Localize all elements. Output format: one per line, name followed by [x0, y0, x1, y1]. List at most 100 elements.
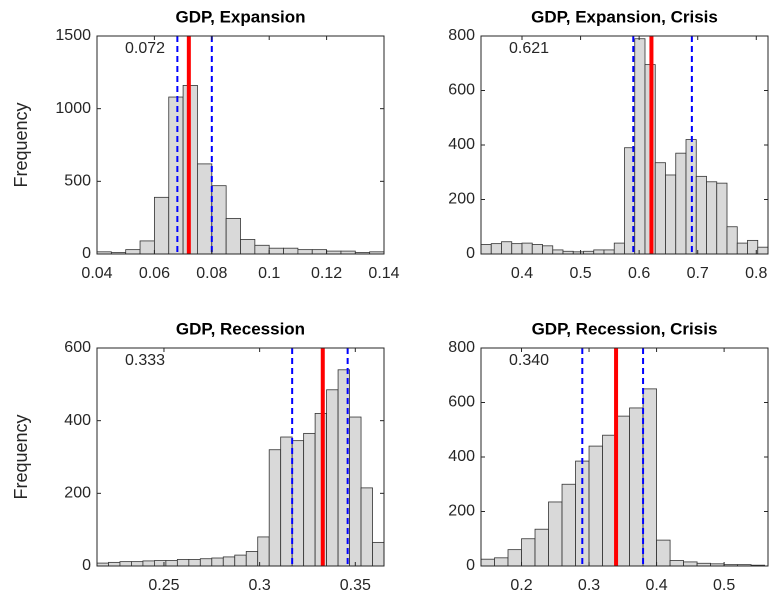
bar	[303, 432, 316, 566]
chart-title: GDP, Expansion	[175, 7, 305, 26]
bar	[222, 556, 236, 566]
x-tick-label: 0.14	[368, 265, 399, 282]
bar	[188, 559, 201, 566]
y-tick-label: 200	[448, 191, 475, 208]
bar	[629, 407, 644, 566]
bar	[706, 181, 718, 254]
bar	[245, 551, 259, 566]
estimate-label: 0.621	[509, 40, 549, 57]
x-tick-label: 0.12	[311, 265, 342, 282]
y-tick-label: 600	[64, 339, 91, 356]
axes-frame	[96, 347, 385, 567]
y-tick-label: 200	[64, 485, 91, 502]
bar	[548, 501, 563, 566]
bar	[108, 561, 121, 566]
bar	[494, 557, 509, 566]
bar	[372, 541, 384, 566]
bar	[634, 38, 646, 254]
x-tick-label: 0.08	[196, 265, 227, 282]
x-tick-label: 0.04	[81, 265, 112, 282]
y-tick-label: 400	[448, 136, 475, 153]
bar	[716, 182, 728, 254]
bar	[501, 241, 513, 254]
bar	[531, 244, 543, 254]
bar	[240, 239, 256, 254]
bar	[119, 561, 132, 566]
y-axis-label: Frequency	[11, 414, 31, 499]
bar	[268, 247, 284, 254]
estimate-label: 0.340	[509, 352, 549, 369]
bar	[283, 247, 299, 254]
bar	[481, 244, 492, 254]
bar	[561, 483, 576, 566]
y-tick-label: 0	[466, 245, 475, 262]
bar	[211, 557, 224, 566]
x-tick-label: 0.4	[511, 265, 533, 282]
bar	[521, 242, 533, 254]
y-tick-label: 1000	[55, 100, 91, 117]
y-axis-label: Frequency	[11, 102, 31, 187]
bar	[297, 249, 313, 254]
bar	[665, 174, 677, 254]
bar	[254, 244, 270, 254]
y-tick-label: 200	[448, 503, 475, 520]
panel: 0.072 0.04 0.06 0.08 0.1 0.12 0.14 0 500 1000 1500…	[11, 7, 400, 282]
x-tick-label: 0.6	[628, 265, 650, 282]
bar	[736, 242, 748, 254]
y-tick-label: 500	[64, 173, 91, 190]
y-tick-label: 0	[82, 245, 91, 262]
y-tick-label: 0	[82, 557, 91, 574]
estimate-label: 0.333	[125, 352, 165, 369]
plot-area	[97, 36, 384, 254]
bar	[360, 487, 373, 566]
bar	[615, 415, 630, 566]
y-tick-label: 800	[448, 339, 475, 356]
x-tick-label: 0.35	[340, 577, 371, 594]
x-tick-label: 0.5	[713, 577, 735, 594]
bar	[131, 561, 144, 566]
bar	[588, 445, 603, 566]
estimate-label: 0.072	[125, 40, 165, 57]
bar	[168, 96, 184, 254]
bar	[280, 436, 293, 566]
bar	[757, 246, 768, 254]
bar	[511, 243, 523, 254]
y-tick-label: 800	[448, 27, 475, 44]
bar	[490, 243, 502, 254]
x-tick-label: 0.4	[645, 577, 667, 594]
y-tick-label: 1500	[55, 27, 91, 44]
bar	[481, 558, 495, 566]
bar	[311, 249, 327, 254]
bar	[542, 245, 554, 254]
bar	[683, 561, 698, 566]
x-tick-label: 0.25	[148, 577, 179, 594]
bar	[642, 388, 657, 566]
axes-frame	[96, 35, 385, 255]
bar	[225, 217, 241, 254]
bar	[142, 560, 155, 566]
x-tick-label: 0.1	[258, 265, 280, 282]
x-tick-label: 0.06	[139, 265, 170, 282]
bar	[593, 249, 605, 254]
plot-area	[481, 348, 766, 566]
chart-title: GDP, Recession, Crisis	[532, 319, 718, 338]
axes-background	[97, 36, 384, 254]
bar	[654, 162, 666, 254]
bar	[197, 163, 213, 254]
y-tick-label: 400	[64, 412, 91, 429]
x-tick-label: 0.7	[687, 265, 709, 282]
bar	[153, 196, 170, 254]
plot-area	[97, 348, 384, 566]
chart-title: GDP, Expansion, Crisis	[531, 7, 718, 26]
y-tick-label: 0	[466, 557, 475, 574]
bar	[165, 560, 178, 566]
bar	[125, 249, 141, 254]
bar	[534, 528, 549, 566]
x-tick-label: 0.3	[578, 577, 600, 594]
bar	[326, 389, 339, 566]
bar	[521, 538, 536, 566]
y-tick-label: 400	[448, 448, 475, 465]
bar	[139, 240, 155, 254]
